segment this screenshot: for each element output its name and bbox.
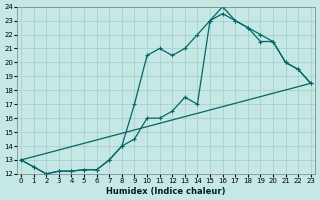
X-axis label: Humidex (Indice chaleur): Humidex (Indice chaleur)	[106, 187, 226, 196]
